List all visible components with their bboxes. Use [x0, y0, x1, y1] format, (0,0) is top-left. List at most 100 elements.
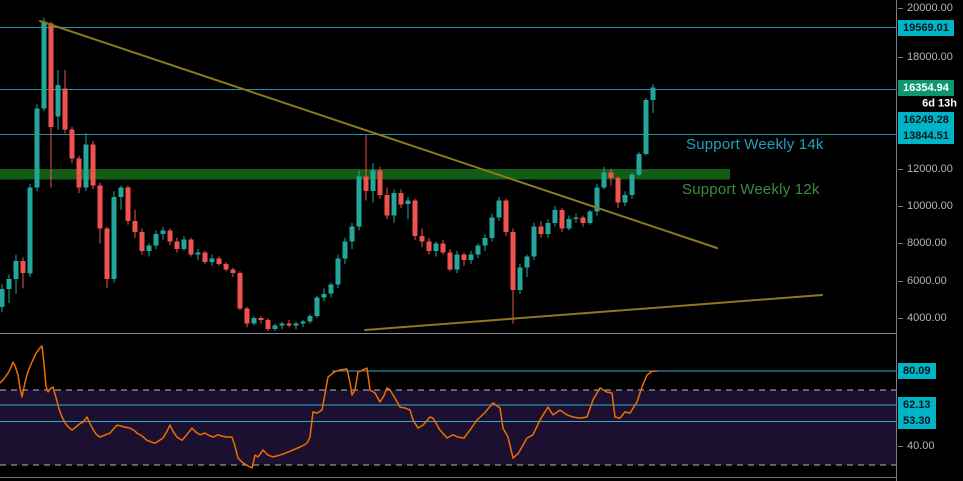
descending-trendline[interactable] [39, 20, 718, 249]
rsi-level-badge: 80.09 [898, 363, 936, 379]
candle [405, 196, 411, 220]
support-weekly-14k-label[interactable]: Support Weekly 14k [686, 136, 824, 153]
candle [167, 228, 173, 246]
candle [594, 183, 600, 216]
candle [118, 185, 124, 210]
candle [356, 170, 362, 231]
axis-tick [898, 446, 903, 447]
candle [97, 182, 103, 244]
candle [13, 254, 19, 294]
candle [195, 249, 201, 261]
candle [433, 241, 439, 257]
candle [20, 257, 26, 289]
candle [398, 189, 404, 208]
candle [272, 323, 278, 331]
bar-close-countdown-badge: 6d 13h [916, 96, 963, 112]
candle [559, 208, 565, 233]
candle [209, 254, 215, 266]
main-price-pane[interactable] [0, 0, 896, 333]
rsi-level-badge: 53.30 [898, 413, 936, 429]
candle [90, 140, 96, 190]
ascending-trendline[interactable] [364, 294, 823, 331]
candle [286, 319, 292, 328]
candle [622, 191, 628, 207]
candle [244, 306, 250, 328]
price-level-badge: 16249.28 [898, 112, 954, 128]
candle [342, 237, 348, 264]
candle [510, 228, 516, 324]
axis-tick [898, 206, 903, 207]
axis-tick [898, 243, 903, 244]
candle [461, 252, 467, 266]
candle [587, 209, 593, 225]
candle [0, 284, 5, 313]
candle [314, 295, 320, 318]
candle [69, 126, 75, 164]
time-axis-separator[interactable] [0, 477, 963, 478]
candle [146, 243, 152, 257]
rsi-indicator-pane[interactable] [0, 333, 896, 477]
candle [41, 17, 47, 112]
support-zone-12k[interactable] [0, 168, 730, 180]
pane-separator[interactable] [0, 333, 963, 334]
candle [370, 163, 376, 203]
price-axis-label: 6000.00 [897, 275, 947, 287]
price-level-badge: 19569.01 [898, 20, 954, 36]
candle [426, 237, 432, 255]
candle [468, 250, 474, 264]
candle [202, 250, 208, 264]
candle [489, 213, 495, 242]
price-axis-label: 20000.00 [897, 2, 953, 14]
candle [237, 271, 243, 311]
candle [83, 133, 89, 192]
candle [160, 226, 166, 240]
candle [55, 70, 61, 130]
candle [629, 172, 635, 199]
candle [328, 282, 334, 298]
price-level-badge: 13844.51 [898, 128, 954, 144]
candle [517, 263, 523, 294]
candle [132, 209, 138, 238]
rsi-axis-label: 40.00 [897, 440, 935, 452]
candle [412, 198, 418, 240]
candle [216, 256, 222, 266]
candle [650, 84, 656, 113]
candle [279, 321, 285, 330]
axis-tick [898, 169, 903, 170]
candle [223, 262, 229, 272]
candle [475, 243, 481, 259]
price-axis-label: 8000.00 [897, 237, 947, 249]
candle [62, 70, 68, 134]
candle [573, 213, 579, 223]
candle [482, 234, 488, 251]
candle [545, 219, 551, 238]
rsi-line[interactable] [0, 345, 658, 469]
rsi-band [0, 390, 896, 465]
candle [251, 316, 257, 326]
candles-series [0, 17, 656, 331]
support-weekly-12k-label[interactable]: Support Weekly 12k [682, 181, 820, 198]
candle [496, 196, 502, 221]
axis-tick [898, 318, 903, 319]
candle [636, 152, 642, 177]
candle [111, 191, 117, 283]
price-axis-label: 18000.00 [897, 51, 953, 63]
candle [265, 318, 271, 331]
price-axis-label: 10000.00 [897, 200, 953, 212]
candle [153, 230, 159, 249]
candlestick-chart[interactable] [0, 0, 896, 333]
axis-tick [898, 57, 903, 58]
candle [321, 288, 327, 302]
price-axis[interactable]: 16354.94 6d 13h 20000.00 18000.00 12000.00… [896, 0, 963, 481]
rsi-chart[interactable] [0, 333, 896, 477]
candle [531, 222, 537, 261]
candle [615, 176, 621, 208]
candle [349, 222, 355, 249]
candle [34, 104, 40, 192]
candle [188, 237, 194, 257]
price-axis-label: 12000.00 [897, 163, 953, 175]
candle [601, 167, 607, 190]
candle [27, 183, 33, 277]
axis-tick [898, 8, 903, 9]
